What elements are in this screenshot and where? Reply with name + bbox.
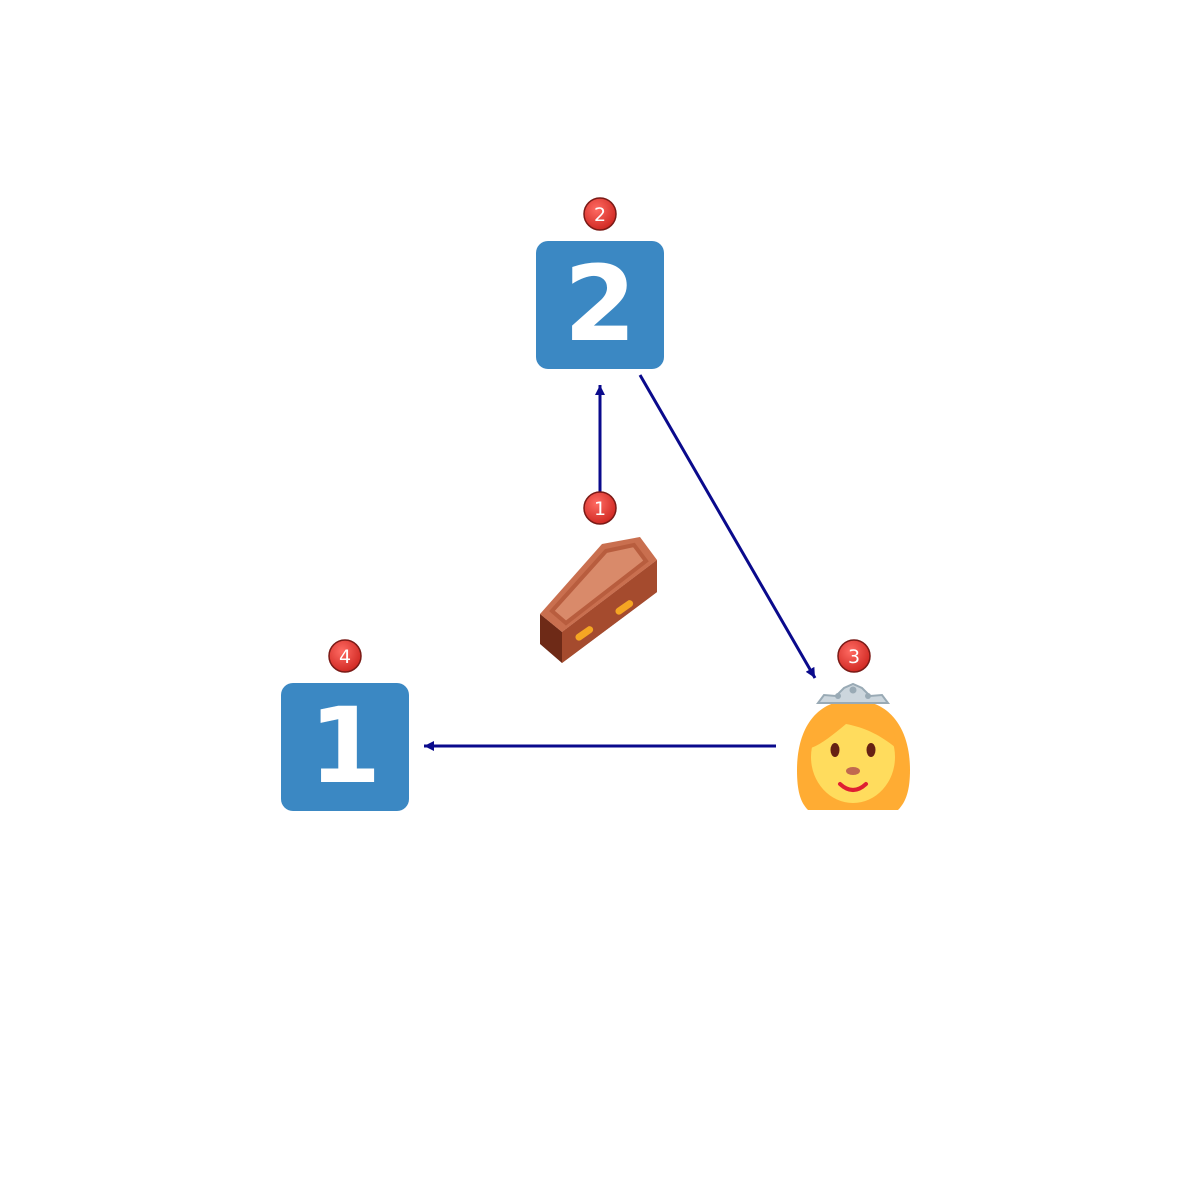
princess-icon xyxy=(797,682,910,810)
badge-keycap-1-text: 4 xyxy=(339,646,351,668)
badges: 1 2 3 4 xyxy=(328,197,871,673)
badge-keycap-2: 2 xyxy=(583,197,617,231)
badge-coffin-text: 1 xyxy=(594,498,606,520)
keycap-2-label: 2 xyxy=(564,243,636,365)
coffin-icon xyxy=(540,537,657,663)
keycap-1-label: 1 xyxy=(309,685,381,807)
keycap-2-icon: 2 xyxy=(536,241,664,369)
node-keycap-2: 2 xyxy=(536,241,664,369)
node-coffin xyxy=(540,537,657,663)
badge-keycap-2-text: 2 xyxy=(594,204,606,226)
badge-princess: 3 xyxy=(837,639,871,673)
keycap-1-icon: 1 xyxy=(281,683,409,811)
badge-princess-text: 3 xyxy=(848,646,860,668)
badge-keycap-1: 4 xyxy=(328,639,362,673)
edge-keycap-2-to-princess xyxy=(638,374,817,679)
edges xyxy=(424,374,817,751)
badge-coffin: 1 xyxy=(583,491,617,525)
node-princess xyxy=(797,682,910,810)
node-keycap-1: 1 xyxy=(281,683,409,811)
